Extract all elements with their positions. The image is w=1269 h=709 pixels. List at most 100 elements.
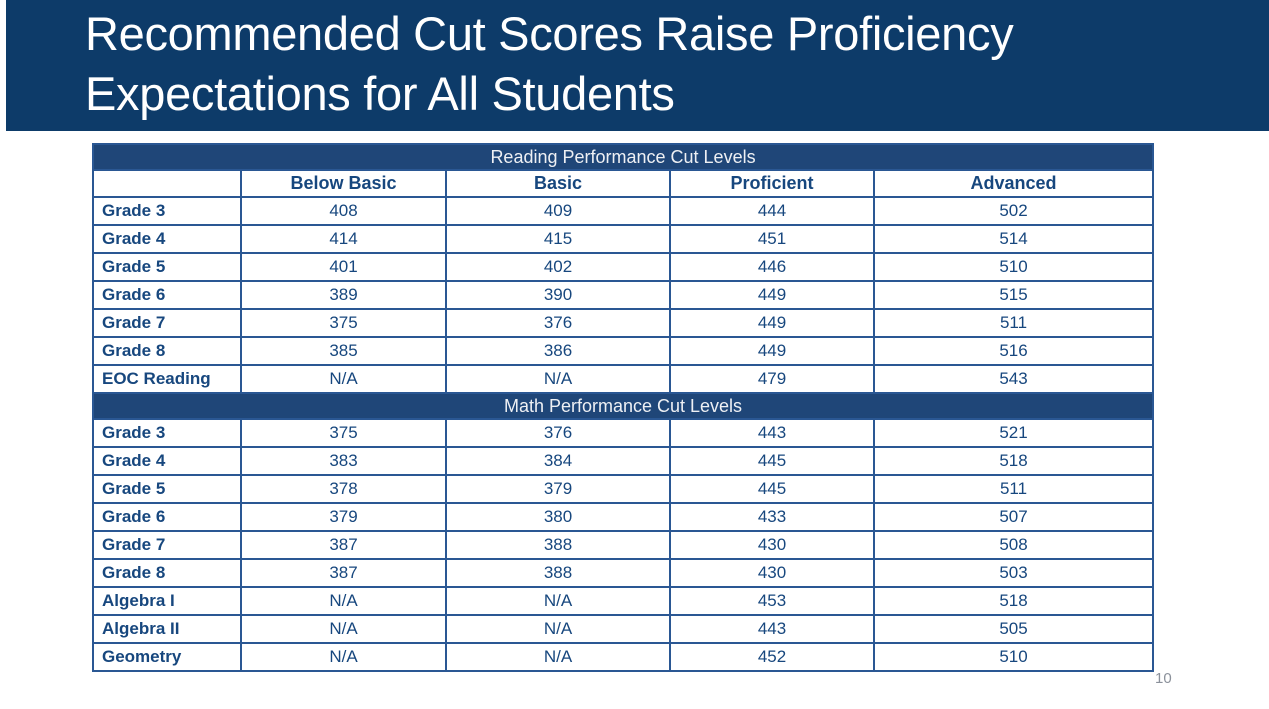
cut-scores-table: Reading Performance Cut Levels Below Basi… [91,143,1155,672]
table-row: Algebra I N/A N/A 453 518 [92,586,1155,616]
score-cell: 449 [669,280,875,310]
score-cell: 511 [872,308,1155,338]
score-cell: 387 [240,558,447,588]
score-cell: 452 [669,642,875,672]
score-cell: 388 [445,558,671,588]
score-cell: 453 [669,586,875,616]
score-cell: 384 [445,446,671,476]
score-cell: 479 [669,364,875,394]
row-label: Grade 4 [92,446,242,476]
table-row: Grade 5 401 402 446 510 [92,252,1155,282]
score-cell: 515 [872,280,1155,310]
score-cell: 414 [240,224,447,254]
score-cell: N/A [240,614,447,644]
row-label: Grade 5 [92,474,242,504]
table-row: Grade 3 375 376 443 521 [92,418,1155,448]
score-cell: 378 [240,474,447,504]
row-label: Grade 6 [92,280,242,310]
score-cell: 386 [445,336,671,366]
score-cell: 376 [445,308,671,338]
score-cell: 390 [445,280,671,310]
row-label: Algebra II [92,614,242,644]
column-header-row: Below Basic Basic Proficient Advanced [92,169,1155,198]
title-banner: Recommended Cut Scores Raise Proficiency… [6,0,1269,131]
score-cell: 445 [669,446,875,476]
table-row: Grade 3 408 409 444 502 [92,196,1155,226]
score-cell: 443 [669,614,875,644]
cut-scores-table-body: Reading Performance Cut Levels Below Basi… [91,143,1155,672]
score-cell: 510 [872,642,1155,672]
section-band-label: Math Performance Cut Levels [91,392,1155,420]
table-row: Grade 8 385 386 449 516 [92,336,1155,366]
score-cell: N/A [445,586,671,616]
section-band-label: Reading Performance Cut Levels [91,143,1155,171]
score-cell: 402 [445,252,671,282]
score-cell: 521 [872,418,1155,448]
score-cell: 379 [445,474,671,504]
score-cell: 385 [240,336,447,366]
row-label: Grade 8 [92,336,242,366]
score-cell: N/A [445,364,671,394]
score-cell: 518 [872,446,1155,476]
score-cell: 543 [872,364,1155,394]
score-cell: 502 [872,196,1155,226]
score-cell: 518 [872,586,1155,616]
row-label: Grade 3 [92,418,242,448]
score-cell: N/A [240,586,447,616]
column-header: Basic [445,169,671,198]
column-header: Below Basic [240,169,447,198]
score-cell: 401 [240,252,447,282]
score-cell: 445 [669,474,875,504]
table-row: Grade 6 389 390 449 515 [92,280,1155,310]
score-cell: 376 [445,418,671,448]
score-cell: 511 [872,474,1155,504]
row-label: Grade 5 [92,252,242,282]
score-cell: 449 [669,308,875,338]
table-row: Grade 7 375 376 449 511 [92,308,1155,338]
column-header: Advanced [872,169,1155,198]
score-cell: 443 [669,418,875,448]
score-cell: 388 [445,530,671,560]
row-label: Grade 3 [92,196,242,226]
table-row: Grade 4 383 384 445 518 [92,446,1155,476]
row-label: Grade 6 [92,502,242,532]
table-row: Geometry N/A N/A 452 510 [92,642,1155,672]
score-cell: 375 [240,308,447,338]
row-label: Grade 7 [92,530,242,560]
page-number: 10 [1155,670,1172,687]
table-row: EOC Reading N/A N/A 479 543 [92,364,1155,394]
score-cell: N/A [445,614,671,644]
score-cell: 507 [872,502,1155,532]
score-cell: 389 [240,280,447,310]
score-cell: 503 [872,558,1155,588]
table-row: Grade 5 378 379 445 511 [92,474,1155,504]
table-row: Grade 8 387 388 430 503 [92,558,1155,588]
row-label: Geometry [92,642,242,672]
score-cell: 408 [240,196,447,226]
section-band-row: Math Performance Cut Levels [91,392,1155,420]
score-cell: 433 [669,502,875,532]
score-cell: 444 [669,196,875,226]
score-cell: 508 [872,530,1155,560]
table-row: Grade 6 379 380 433 507 [92,502,1155,532]
row-label: Grade 7 [92,308,242,338]
score-cell: 409 [445,196,671,226]
score-cell: 505 [872,614,1155,644]
column-header: Proficient [669,169,875,198]
score-cell: 430 [669,558,875,588]
score-cell: 383 [240,446,447,476]
slide-title-line2: Expectations for All Students [85,67,675,120]
score-cell: 430 [669,530,875,560]
score-cell: N/A [445,642,671,672]
score-cell: N/A [240,642,447,672]
table-row: Grade 4 414 415 451 514 [92,224,1155,254]
row-label: Algebra I [92,586,242,616]
row-label: EOC Reading [92,364,242,394]
score-cell: 514 [872,224,1155,254]
section-band-row: Reading Performance Cut Levels [91,143,1155,171]
row-label: Grade 8 [92,558,242,588]
table-row: Algebra II N/A N/A 443 505 [92,614,1155,644]
slide-title: Recommended Cut Scores Raise Proficiency… [85,4,1014,124]
slide-title-line1: Recommended Cut Scores Raise Proficiency [85,7,1014,60]
